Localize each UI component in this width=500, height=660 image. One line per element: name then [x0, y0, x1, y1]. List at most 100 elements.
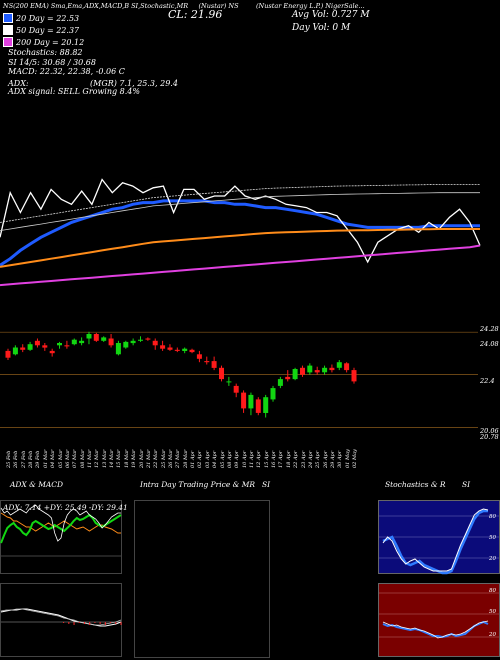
adx-lines [0, 504, 122, 557]
date-tick: 23 Apr [300, 450, 307, 468]
mgr-text: (MGR) 7.1, 25.3, 29.4 [90, 79, 178, 88]
candle-body [79, 340, 85, 344]
legend-50day: 50 Day = 22.37 [3, 25, 79, 35]
stochastics-text: Stochastics: 88.82 [8, 48, 83, 57]
candle-body [270, 388, 276, 400]
candle-body [138, 339, 143, 341]
ma-line-0 [0, 199, 480, 267]
candle-body [189, 349, 195, 353]
candle-body [336, 362, 342, 368]
candle-body [314, 370, 320, 373]
candle-body [34, 340, 40, 346]
stoch-tick-20: 20 [489, 556, 496, 562]
date-tick: 26 Mar [168, 449, 174, 468]
rsi-panel: 80 50 20 [378, 583, 500, 657]
macd-panel [0, 583, 122, 657]
adx-white-line [0, 504, 121, 542]
stoch-si-label: SI [462, 480, 471, 489]
candle-body [64, 345, 70, 347]
date-tick: 22 Apr [293, 450, 300, 468]
candle-body [351, 370, 357, 382]
date-tick: 15 Apr [263, 450, 270, 468]
adx-label: ADX: [8, 79, 29, 88]
date-tick: 16 Apr [271, 450, 277, 468]
price-level-5: 20.78 [480, 433, 499, 441]
candle-body [233, 385, 239, 393]
legend-label-200day: 200 Day = 20.12 [16, 37, 85, 47]
price-level-3: 22.4 [480, 377, 495, 385]
candle-body [226, 381, 232, 383]
intraday-si-label: SI [262, 480, 271, 489]
candle-body [101, 337, 107, 341]
stoch-panel-title: Stochastics & R [385, 480, 446, 489]
date-tick: 15 Mar [116, 449, 123, 468]
candle-body [160, 345, 166, 349]
legend-swatch-50day [3, 25, 13, 35]
candle-body [27, 344, 33, 350]
date-tick: 28 Mar [182, 449, 189, 468]
legend-label-50day: 50 Day = 22.37 [16, 25, 80, 35]
adx-panel-title: ADX & MACD [10, 480, 64, 489]
date-tick: 11 Mar [87, 449, 93, 468]
date-tick: 04 Apr [212, 450, 219, 468]
date-tick: 26 Apr [322, 450, 329, 468]
date-tick: 03 Apr [204, 450, 211, 468]
date-tick: 28 Feb [28, 450, 35, 468]
stoch-tick-50: 50 [489, 535, 496, 541]
envelope-upper [0, 192, 480, 231]
candle-body [93, 334, 99, 341]
date-tick: 17 Apr [278, 450, 285, 468]
rsi-lines [379, 592, 499, 639]
date-tick: 04 Mar [50, 449, 57, 468]
candle-body [255, 399, 261, 413]
ma-line-2 [0, 244, 481, 287]
legend-20day: 20 Day = 22.53 [3, 13, 79, 23]
moving-average-chart [0, 178, 481, 287]
ma-line-3 [0, 228, 480, 268]
candle-body [300, 367, 305, 375]
rsi-main-line [382, 620, 489, 639]
intraday-panel-title: Intra Day Trading Price & MR [140, 480, 256, 489]
date-tick: 12 Apr [256, 450, 263, 468]
macd-text: MACD: 22.32, 22.38, -0.06 C [8, 67, 125, 76]
date-tick: 20 Mar [138, 449, 145, 468]
date-tick: 29 Feb [35, 450, 42, 468]
date-tick: 22 Mar [153, 449, 160, 468]
price-level-2: 24.08 [480, 340, 499, 348]
stoch-k-line [382, 509, 488, 575]
adx-green-line [0, 513, 122, 544]
si-text: SI 14/5: 30.68 / 30.68 [8, 58, 96, 67]
date-tick: 05 Apr [219, 450, 226, 468]
date-tick: 01 Mar [42, 449, 49, 468]
date-tick: 19 Mar [131, 449, 138, 468]
candle-body [167, 347, 173, 350]
date-tick: 18 Apr [285, 450, 292, 468]
candle-body [108, 338, 114, 346]
envelope-dotted [0, 183, 480, 223]
header-line: NS(200 EMA) Sma,Ema,ADX,MACD,B SI,Stocha… [3, 2, 239, 10]
date-tick: 08 Apr [226, 450, 233, 468]
candle-body [241, 392, 247, 409]
date-tick: 11 Apr [248, 450, 255, 468]
header-company: (Nustar Energy L.P.) NigerSale... [256, 2, 365, 10]
macd-line [0, 608, 122, 627]
adx-values: ADX: 7.14 +DY: 25.49 -DY: 29.41 [3, 503, 128, 512]
candle-body [248, 394, 254, 409]
stoch-d-line [382, 508, 489, 572]
macd-lines [0, 608, 122, 627]
date-axis: 25 Feb 26 Feb 27 Feb 28 Feb 29 Feb 01 Mar 04 M… [0, 440, 500, 472]
rsi-tick-80: 80 [489, 588, 496, 594]
ma-line-1 [0, 178, 481, 264]
adx-orange-line [0, 512, 121, 534]
date-tick: 01 Apr [190, 450, 196, 468]
date-tick: 01 May [344, 449, 351, 468]
date-tick: 07 Mar [72, 449, 79, 468]
candle-body [57, 343, 62, 346]
date-tick: 27 Mar [175, 449, 182, 468]
date-tick: 12 Mar [94, 449, 101, 468]
stochastics-lines [379, 508, 499, 575]
header-ticker: (Nustar) NS [198, 2, 239, 10]
candle-body [285, 376, 291, 380]
date-tick: 09 Apr [234, 450, 241, 468]
legend-200day: 200 Day = 20.12 [3, 37, 84, 47]
